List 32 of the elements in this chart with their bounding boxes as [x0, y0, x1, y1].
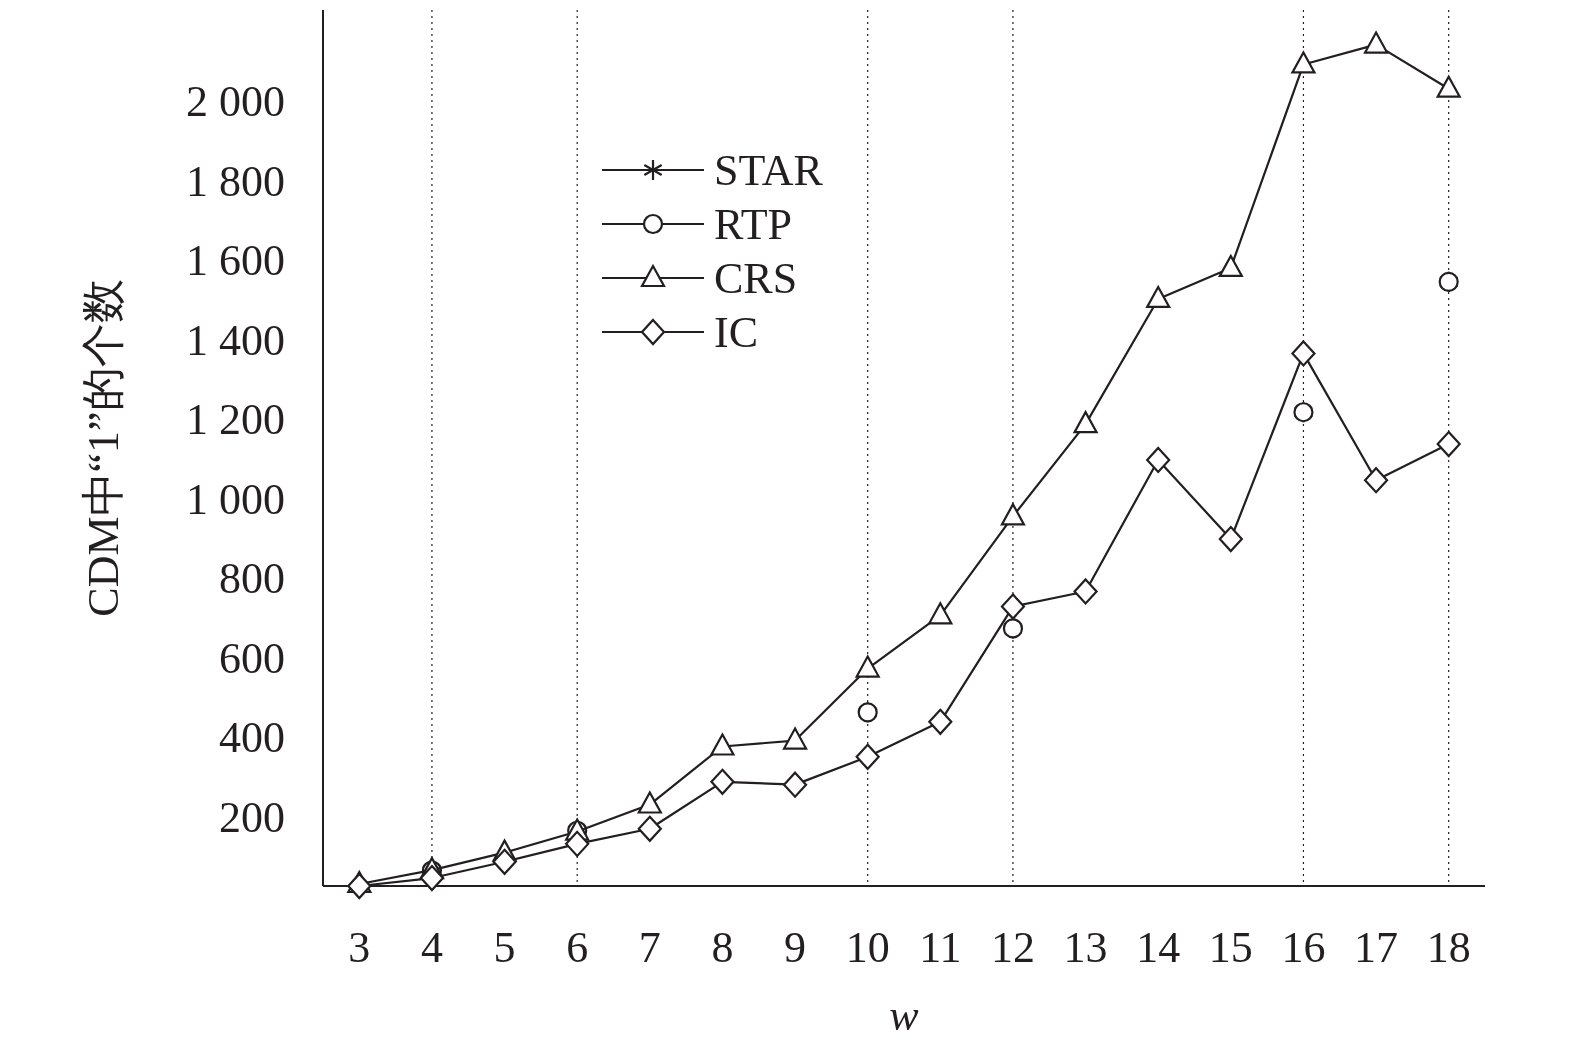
x-tick-label: 17: [1354, 923, 1399, 972]
y-tick-label: 2 000: [186, 77, 285, 127]
y-axis-title: CDM中“1”的个数: [79, 279, 128, 617]
x-tick-label: 8: [711, 923, 734, 972]
legend-label: IC: [714, 308, 758, 357]
x-tick-label: 5: [493, 923, 516, 972]
x-tick-label: 14: [1136, 923, 1181, 972]
y-tick-label: 400: [219, 713, 285, 763]
y-tick-label: 600: [219, 633, 285, 683]
y-tick-label: 200: [219, 792, 285, 842]
y-tick-label: 1 600: [186, 236, 285, 286]
x-tick-label: 6: [566, 923, 589, 972]
y-tick-label: 800: [219, 554, 285, 604]
y-tick-label: 1 800: [186, 156, 285, 206]
legend-label: RTP: [714, 200, 793, 249]
x-tick-label: 7: [638, 923, 661, 972]
x-tick-label: 12: [990, 923, 1035, 972]
legend-label: CRS: [714, 254, 798, 303]
y-tick-label: 1 200: [186, 395, 285, 445]
x-axis-title: w: [889, 991, 920, 1040]
x-tick-label: 13: [1063, 923, 1108, 972]
x-tick-label: 4: [420, 923, 443, 972]
legend-label: STAR: [714, 146, 824, 195]
y-tick-label: 1 000: [186, 474, 285, 524]
x-tick-label: 9: [784, 923, 807, 972]
x-tick-label: 10: [845, 923, 890, 972]
y-tick-label: 1 400: [186, 315, 285, 365]
x-tick-label: 11: [919, 923, 962, 972]
x-tick-label: 18: [1426, 923, 1471, 972]
x-tick-label: 15: [1208, 923, 1253, 972]
x-tick-label: 16: [1281, 923, 1326, 972]
x-tick-label: 3: [348, 923, 371, 972]
